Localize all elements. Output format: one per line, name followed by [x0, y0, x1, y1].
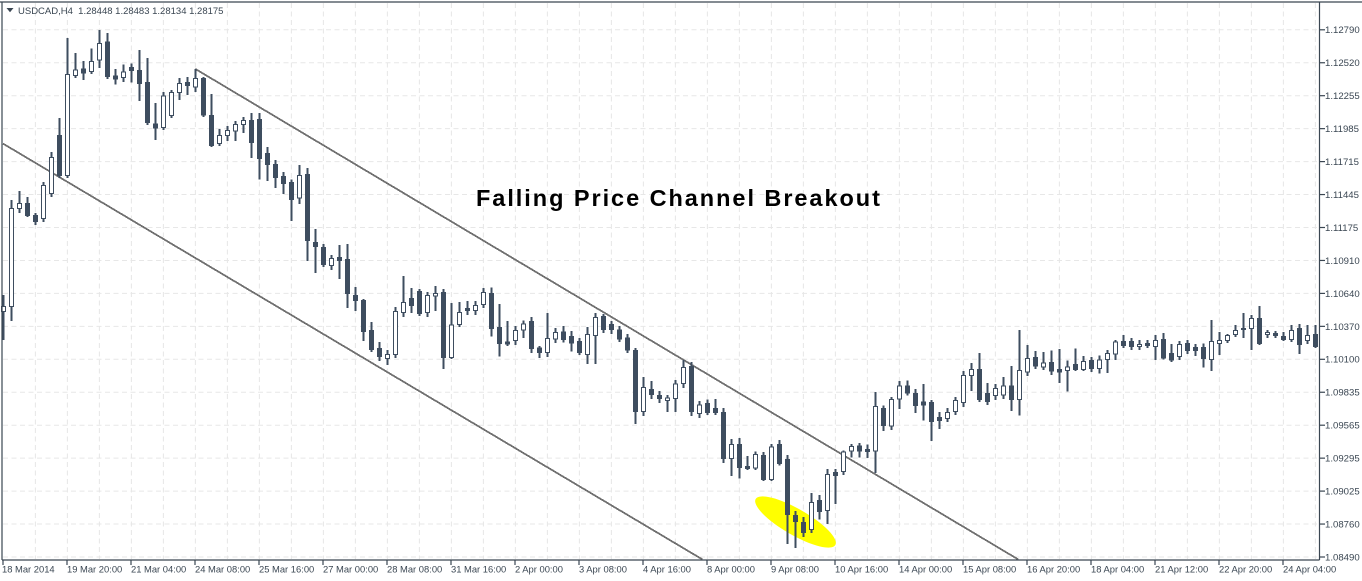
- svg-text:1.12255: 1.12255: [1325, 91, 1360, 102]
- svg-text:1.12520: 1.12520: [1325, 58, 1360, 69]
- svg-text:24 Apr 04:00: 24 Apr 04:00: [1283, 564, 1336, 575]
- svg-text:1.12790: 1.12790: [1325, 25, 1360, 36]
- svg-text:1.08760: 1.08760: [1325, 519, 1360, 530]
- svg-text:8 Apr 00:00: 8 Apr 00:00: [707, 564, 755, 575]
- svg-text:27 Mar 00:00: 27 Mar 00:00: [323, 564, 378, 575]
- svg-text:Falling Price Channel Breakout: Falling Price Channel Breakout: [476, 185, 882, 211]
- svg-text:14 Apr 00:00: 14 Apr 00:00: [899, 564, 952, 575]
- svg-text:22 Apr 20:00: 22 Apr 20:00: [1219, 564, 1272, 575]
- svg-text:2 Apr 00:00: 2 Apr 00:00: [515, 564, 563, 575]
- svg-text:1.10910: 1.10910: [1325, 256, 1360, 267]
- svg-text:1.11715: 1.11715: [1325, 157, 1359, 168]
- svg-text:1.11985: 1.11985: [1325, 124, 1359, 135]
- svg-text:1.09565: 1.09565: [1325, 421, 1360, 432]
- svg-text:USDCAD,H4 1.28448 1.28483 1.2: USDCAD,H4 1.28448 1.28483 1.28134 1.2817…: [18, 6, 223, 17]
- svg-text:21 Mar 04:00: 21 Mar 04:00: [131, 564, 186, 575]
- svg-text:1.11175: 1.11175: [1325, 223, 1358, 234]
- svg-text:4 Apr 16:00: 4 Apr 16:00: [643, 564, 691, 575]
- svg-text:31 Mar 16:00: 31 Mar 16:00: [451, 564, 506, 575]
- svg-text:19 Mar 20:00: 19 Mar 20:00: [67, 564, 122, 575]
- svg-text:1.10370: 1.10370: [1325, 322, 1360, 333]
- svg-text:1.11445: 1.11445: [1325, 190, 1359, 201]
- svg-text:1.09295: 1.09295: [1325, 454, 1360, 465]
- svg-text:18 Apr 04:00: 18 Apr 04:00: [1091, 564, 1144, 575]
- svg-text:1.09835: 1.09835: [1325, 388, 1360, 399]
- svg-text:1.10100: 1.10100: [1325, 355, 1360, 366]
- svg-text:15 Apr 08:00: 15 Apr 08:00: [963, 564, 1016, 575]
- svg-text:28 Mar 08:00: 28 Mar 08:00: [387, 564, 442, 575]
- svg-text:1.08490: 1.08490: [1325, 552, 1360, 563]
- svg-text:24 Mar 08:00: 24 Mar 08:00: [195, 564, 250, 575]
- svg-text:9 Apr 08:00: 9 Apr 08:00: [771, 564, 819, 575]
- svg-text:1.10640: 1.10640: [1325, 289, 1360, 300]
- svg-text:16 Apr 20:00: 16 Apr 20:00: [1027, 564, 1080, 575]
- svg-text:18 Mar 2014: 18 Mar 2014: [2, 564, 55, 575]
- svg-text:1.09025: 1.09025: [1325, 487, 1360, 498]
- svg-text:10 Apr 16:00: 10 Apr 16:00: [835, 564, 888, 575]
- svg-text:21 Apr 12:00: 21 Apr 12:00: [1155, 564, 1208, 575]
- svg-text:25 Mar 16:00: 25 Mar 16:00: [259, 564, 314, 575]
- svg-text:3 Apr 08:00: 3 Apr 08:00: [579, 564, 627, 575]
